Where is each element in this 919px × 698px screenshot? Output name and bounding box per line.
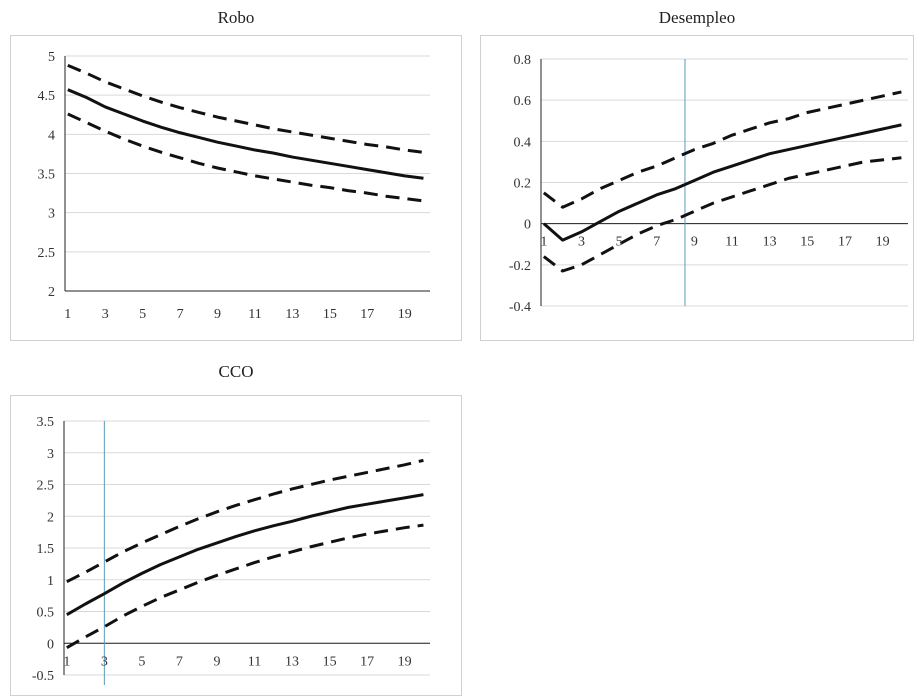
x-tick-label: 15 <box>323 654 337 669</box>
y-tick-label: 0 <box>47 637 54 652</box>
x-tick-label: 1 <box>540 235 547 250</box>
x-tick-label: 13 <box>285 307 299 322</box>
y-tick-label: 2.5 <box>37 479 55 494</box>
y-tick-label: -0.4 <box>509 300 531 315</box>
y-tick-label: 4 <box>48 128 55 143</box>
x-tick-label: 13 <box>763 235 777 250</box>
axes <box>63 421 430 685</box>
y-tick-label: 0.8 <box>514 53 532 68</box>
x-tick-label: 13 <box>285 654 299 669</box>
y-tick-label: 1 <box>47 574 54 589</box>
gridlines <box>64 420 430 676</box>
x-tick-label: 11 <box>725 235 738 250</box>
x-tick-label: 11 <box>248 654 261 669</box>
chart-panel-cco: CCO -0.5 0 0.5 1 1.5 2 2.5 3 3.5 1 3 5 7 9 11 13 15 17 19 <box>8 362 464 696</box>
data-series <box>66 458 424 649</box>
confidence-band-line <box>66 523 424 649</box>
x-tick-label: 3 <box>101 654 108 669</box>
y-tick-label: 4.5 <box>38 89 56 104</box>
chart-svg-cco: -0.500.511.522.533.51 3 5 7 9 11 13 15 17 19 <box>32 415 430 685</box>
confidence-band-line <box>67 64 424 154</box>
y-tick-label: 1.5 <box>37 542 55 557</box>
x-tick-label: 9 <box>214 307 221 322</box>
x-tick-label: 9 <box>691 235 698 250</box>
confidence-band-line <box>542 156 902 273</box>
y-tick-label: 3 <box>47 447 54 462</box>
y-tick-label: -0.2 <box>509 259 531 274</box>
x-tick-label: 17 <box>838 235 852 250</box>
x-tick-label: 3 <box>578 235 585 250</box>
y-tick-label: 3.5 <box>38 168 56 183</box>
x-tick-label: 1 <box>64 307 71 322</box>
chart-panel-robo: Robo 2 2.5 3 3.5 4 4.5 5 1 3 5 7 9 11 13 15 17 19 <box>8 8 464 342</box>
data-series <box>542 90 902 273</box>
x-tick-label: 7 <box>653 235 660 250</box>
data-series <box>67 64 424 203</box>
confidence-band-line <box>67 112 424 203</box>
y-tick-label: 0.4 <box>514 135 532 150</box>
impulse-response-line <box>66 493 424 616</box>
chart-frame <box>480 35 914 341</box>
x-tick-label: 3 <box>102 307 109 322</box>
y-tick-label: 3 <box>48 207 55 222</box>
chart-title: CCO <box>218 362 254 381</box>
chart-frame <box>10 35 462 341</box>
x-tick-label: 7 <box>176 654 183 669</box>
y-tick-label: 0 <box>524 218 531 233</box>
axes <box>64 56 430 292</box>
confidence-band-line <box>66 458 424 583</box>
x-tick-label: 19 <box>398 307 412 322</box>
y-tick-label: -0.5 <box>32 669 54 684</box>
x-tick-label: 19 <box>876 235 890 250</box>
x-tick-label: 5 <box>139 307 146 322</box>
x-tick-label: 5 <box>138 654 145 669</box>
tick-labels: -0.4-0.200.20.40.60.81 3 5 7 9 11 13 15 17 19 <box>509 53 890 315</box>
x-tick-label: 15 <box>323 307 337 322</box>
axes <box>540 59 908 306</box>
y-tick-label: 0.5 <box>37 606 55 621</box>
confidence-band-line <box>542 90 902 209</box>
y-tick-label: 0.6 <box>514 94 532 109</box>
y-tick-label: 2 <box>47 510 54 525</box>
x-tick-label: 11 <box>248 307 261 322</box>
y-tick-label: 0.2 <box>514 177 532 192</box>
impulse-response-line <box>542 123 902 242</box>
x-tick-label: 7 <box>177 307 184 322</box>
y-tick-label: 2 <box>48 285 55 300</box>
chart-frame <box>10 395 462 696</box>
x-tick-label: 19 <box>398 654 412 669</box>
impulse-response-line <box>67 88 424 180</box>
y-tick-label: 2.5 <box>38 246 56 261</box>
chart-panel-desempleo: Desempleo -0.4 -0.2 0 0.2 0.4 0.6 0.8 1 3 5 7 9 11 13… <box>478 8 916 342</box>
y-tick-label: 5 <box>48 50 55 65</box>
x-tick-label: 5 <box>616 235 623 250</box>
x-tick-label: 17 <box>360 654 374 669</box>
x-tick-label: 1 <box>63 654 70 669</box>
x-tick-label: 15 <box>800 235 814 250</box>
chart-title: Desempleo <box>658 8 736 27</box>
x-tick-label: 9 <box>213 654 220 669</box>
gridlines <box>541 58 908 307</box>
tick-labels: 22.533.544.551 3 5 7 9 11 13 15 17 19 <box>38 50 412 322</box>
chart-svg-robo: 22.533.544.551 3 5 7 9 11 13 15 17 19 <box>38 50 430 322</box>
y-tick-label: 3.5 <box>37 415 55 430</box>
chart-title: Robo <box>217 8 255 27</box>
x-tick-label: 17 <box>360 307 374 322</box>
chart-svg-desempleo: -0.4-0.200.20.40.60.81 3 5 7 9 11 13 15 17 19 <box>509 53 908 315</box>
tick-labels: -0.500.511.522.533.51 3 5 7 9 11 13 15 17 19 <box>32 415 412 684</box>
